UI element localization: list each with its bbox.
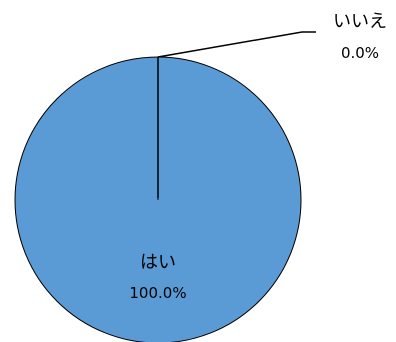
slice-value-iie: 0.0% — [341, 44, 379, 62]
labels-layer: はい 100.0% いいえ 0.0% — [129, 11, 387, 302]
slice-value-hai: 100.0% — [129, 284, 186, 302]
slice-label-hai: はい — [140, 252, 176, 273]
slice-label-iie: いいえ — [333, 11, 387, 32]
leader-line-iie-elbow — [157, 31, 316, 58]
